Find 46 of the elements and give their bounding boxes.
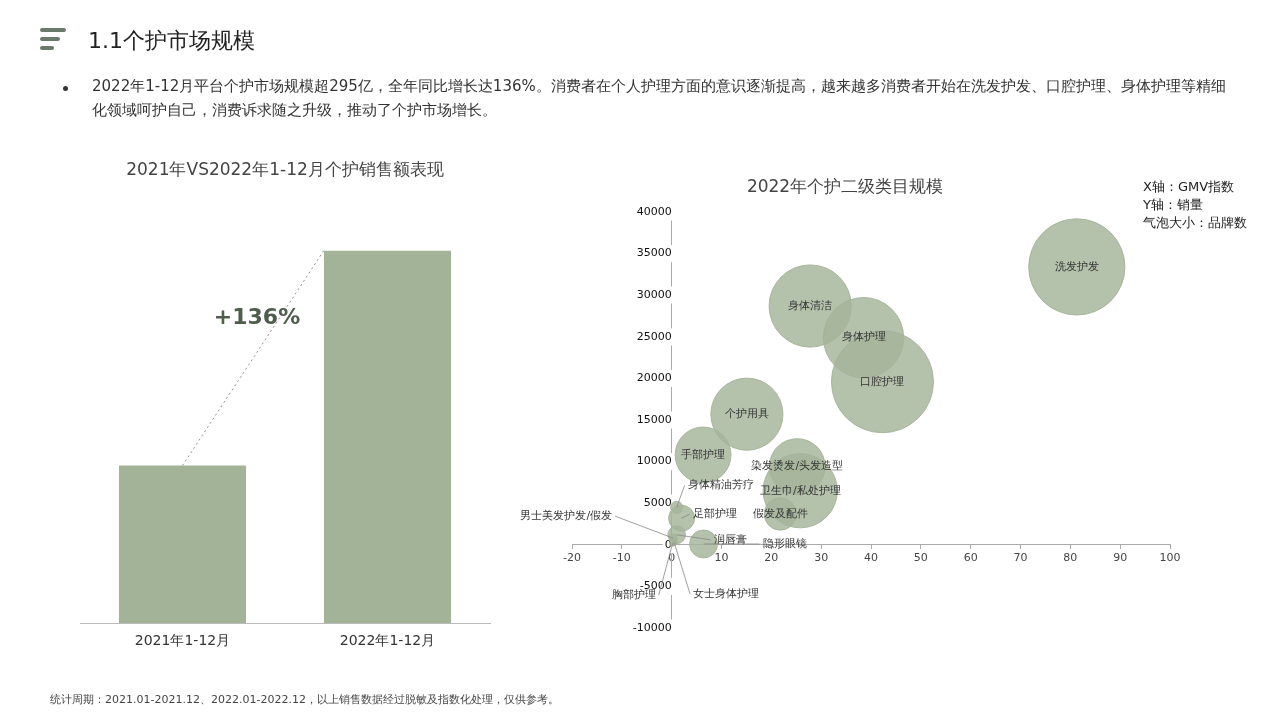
x-tick-label: 90 [1113, 551, 1128, 565]
y-tick-label: 15000 [636, 412, 672, 426]
x-tick-label: -10 [612, 551, 631, 565]
annotation: 假发及配件 [752, 506, 808, 520]
y-tick-label: 40000 [636, 204, 672, 218]
x-tick-label: 60 [963, 551, 978, 565]
annotation: 身体护理 [841, 330, 886, 344]
text: 2022年1-12月平台个护市场规模超295亿，全年同比增长达136%。消费者在个人护理方面的意识逐渐提高，越来越多消费者开始在洗发护发、口腔护理、身体护理等精细化领域呵护自己，消费诉求随之升级，推动了个护市场增长。 [92, 76, 1227, 121]
y-tick-label: 0 [664, 537, 672, 551]
x-tick-label: 50 [913, 551, 928, 565]
chart-title: 2022年个护二级类目规模 [746, 176, 944, 197]
annotation: +136% [213, 303, 301, 329]
y-tick-label: 20000 [636, 371, 672, 385]
x-tick-label: 2021年1-12月 [134, 632, 231, 649]
x-axis-title: X轴：GMV指数 [1143, 178, 1236, 196]
chart-title: 2021年VS2022年1-12月个护销售额表现 [126, 158, 444, 179]
y-tick-label: 10000 [636, 454, 672, 468]
text: 1.1个护市场规模 [88, 27, 255, 55]
y-tick-label: -10000 [632, 620, 672, 634]
y-tick-label: 5000 [643, 496, 672, 510]
annotation: 口腔护理 [860, 374, 905, 388]
y-tick-label: 30000 [636, 288, 672, 302]
annotation: 隐形眼镜 [762, 536, 807, 550]
x-tick-label: 70 [1013, 551, 1028, 565]
x-tick-label: 20 [764, 551, 779, 565]
annotation: 洗发护发 [1054, 259, 1099, 273]
x-tick-label: 100 [1159, 551, 1181, 565]
annotation: 身体精油芳疗 [687, 478, 754, 492]
annotation: 身体清洁 [788, 298, 833, 312]
x-tick-label: 30 [814, 551, 829, 565]
text: 统计周期：2021.01-2021.12、2022.01-2022.12，以上销售数据经过脱敏及指数化处理，仅供参考。 [50, 692, 559, 707]
annotation: 气泡大小：品牌数 [1143, 214, 1247, 232]
annotation: 手部护理 [681, 447, 726, 461]
annotation: 男士美发护发/假发 [520, 509, 613, 522]
y-tick-label: 35000 [636, 246, 672, 260]
annotation: 个护用具 [724, 407, 769, 421]
x-tick-label: 2022年1-12月 [339, 632, 436, 649]
x-tick-label: 10 [714, 551, 729, 565]
annotation: 足部护理 [692, 507, 737, 521]
y-axis-title: Y轴：销量 [1143, 196, 1204, 214]
annotation: 润唇膏 [713, 532, 747, 546]
x-tick-label: 40 [864, 551, 878, 565]
annotation: 女士身体护理 [693, 587, 760, 601]
x-tick-label: -20 [563, 551, 581, 565]
y-tick-label: 25000 [636, 329, 672, 343]
x-tick-label: 80 [1063, 551, 1078, 565]
